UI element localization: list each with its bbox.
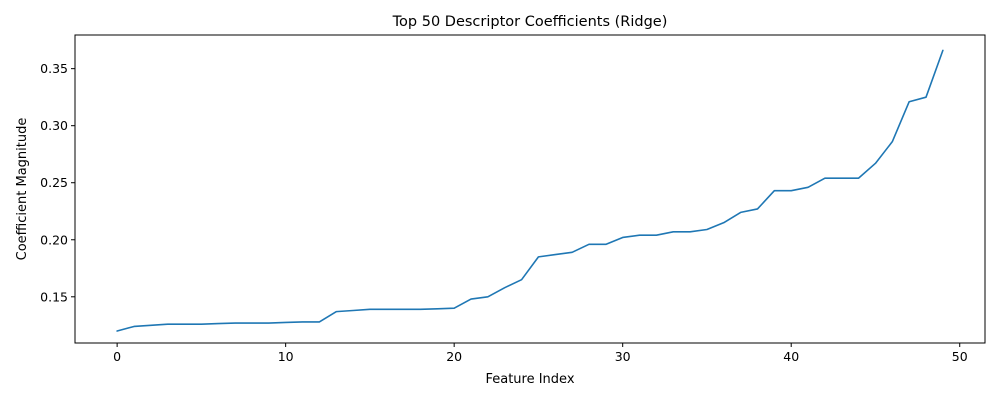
y-tick-label: 0.35 [40,61,68,76]
plot-area: 0 10 20 30 40 50 0.15 0.20 0.25 0.30 0.35 [40,34,986,364]
x-tick-label: 10 [278,349,294,364]
y-tick-label: 0.20 [40,232,68,247]
x-tick-label: 20 [446,349,462,364]
y-tick-label: 0.30 [40,118,68,133]
x-tick-label: 40 [783,349,799,364]
y-tick-label: 0.25 [40,175,68,190]
plot-frame [74,34,986,344]
series-layer [116,49,944,332]
chart-title: Top 50 Descriptor Coefficients (Ridge) [392,14,668,30]
y-axis-label: Coefficient Magnitude [15,118,30,261]
x-tick-label: 0 [113,349,121,364]
x-axis: 0 10 20 30 40 50 [113,343,968,364]
x-tick-label: 30 [615,349,631,364]
y-axis: 0.15 0.20 0.25 0.30 0.35 [40,61,75,304]
y-tick-label: 0.15 [40,289,68,304]
series-line [116,49,944,332]
x-axis-label: Feature Index [485,372,574,387]
x-tick-label: 50 [952,349,968,364]
